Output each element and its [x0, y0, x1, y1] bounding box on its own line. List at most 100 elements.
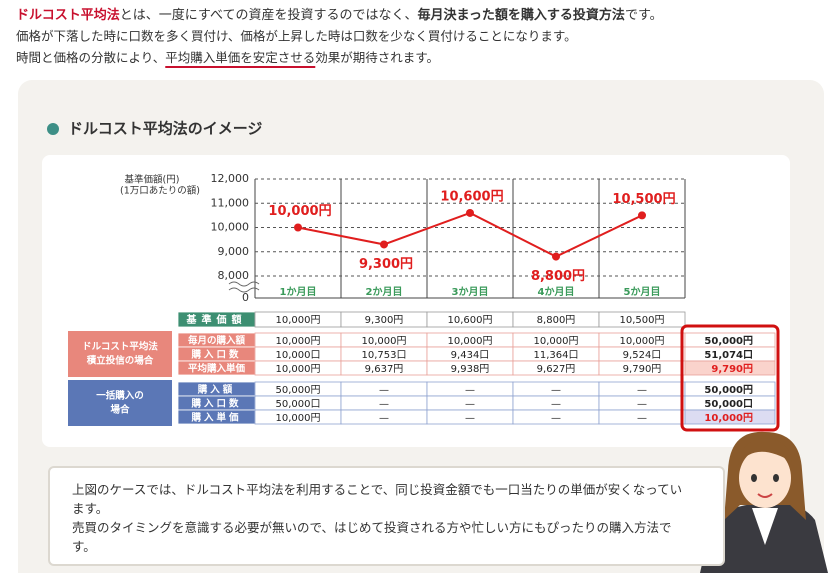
cell-text: —	[637, 385, 647, 396]
total-text: 9,790円	[711, 363, 753, 375]
x-tick-label: 5か月目	[624, 286, 661, 298]
cell-text: 9,300円	[365, 315, 404, 326]
point	[552, 252, 560, 261]
point	[638, 211, 646, 220]
cell	[684, 360, 776, 376]
y-tick-label: 12,000	[211, 172, 250, 185]
x-tick-label: 3か月目	[452, 286, 489, 298]
note-text: 上図のケースでは、ドルコスト平均法を利用することで、同じ投資金額でも一口当たりの…	[72, 482, 683, 516]
cell-text: —	[379, 413, 389, 424]
value-label: 8,800円	[531, 269, 585, 284]
group-label-box	[68, 331, 172, 377]
row-label: 毎月の購入額	[188, 335, 246, 347]
total-text: 50,000円	[704, 384, 753, 396]
total-text: 50,000口	[704, 399, 753, 410]
cell-text: 9,524口	[623, 350, 662, 361]
x-tick-label: 4か月目	[538, 286, 575, 298]
point	[294, 223, 302, 232]
group-label: 一括購入の	[96, 390, 144, 402]
axis-break	[228, 281, 260, 287]
point	[380, 240, 388, 249]
cell-text: 10,000円	[276, 336, 321, 347]
cell-text: 10,000円	[276, 413, 321, 424]
cell-text: —	[551, 413, 561, 424]
value-label: 10,500円	[612, 192, 675, 207]
value-label: 10,600円	[440, 189, 503, 204]
cell-text: 10,000円	[534, 336, 579, 347]
cell-text: 9,627円	[537, 364, 576, 375]
row-label: 購入額	[197, 384, 236, 396]
intro-line: 時間と価格の分散により、平均購入単価を安定させる効果が期待されます。	[16, 50, 439, 65]
cell-text: 9,434口	[451, 350, 490, 361]
cell-text: 9,790円	[623, 364, 662, 375]
text: 効果が期待されます。	[315, 50, 439, 65]
cell-text: —	[465, 413, 475, 424]
group-label: 積立投信の場合	[86, 355, 154, 367]
row-label: 購入単価	[190, 412, 241, 424]
emphasis: 毎月決まった額を購入する投資方法	[417, 7, 624, 23]
cell-text: 10,500円	[620, 315, 665, 326]
cell-text: —	[465, 399, 475, 410]
text: です。	[625, 8, 663, 23]
intro-line: ドルコスト平均法とは、一度にすべての資産を投資するのではなく、毎月決まった額を購…	[16, 7, 663, 23]
cell-text: —	[465, 385, 475, 396]
point	[466, 208, 474, 217]
section-title: ドルコスト平均法のイメージ	[68, 120, 262, 138]
cell-text: —	[551, 399, 561, 410]
group-label: 場合	[110, 404, 130, 416]
underlined: 平均購入単価を安定させる	[165, 50, 315, 65]
total-text: 10,000円	[704, 412, 753, 424]
row-label: 平均購入単価	[188, 363, 246, 375]
cell-text: 10,000円	[620, 336, 665, 347]
cell-text: 50,000口	[276, 399, 321, 410]
cell-text: —	[637, 399, 647, 410]
cell-text: 9,637円	[365, 364, 404, 375]
cell-text: —	[637, 413, 647, 424]
cell-text: 11,364口	[534, 350, 579, 361]
text: とは、一度にすべての資産を投資するのではなく、	[120, 7, 418, 23]
value-label: 9,300円	[359, 257, 413, 272]
intro-line: 価格が下落した時に口数を多く買付け、価格が上昇した時は口数を少なく買付けることに…	[16, 29, 577, 44]
cell-text: 50,000円	[276, 385, 321, 396]
x-tick-label: 1か月目	[280, 286, 317, 298]
bullet	[47, 123, 59, 135]
row-label: 購入口数	[190, 349, 241, 361]
cell	[684, 409, 776, 425]
cell-text: 10,000口	[276, 350, 321, 361]
value-label: 10,000円	[268, 204, 331, 219]
cell-text: 10,000円	[448, 336, 493, 347]
x-tick-label: 2か月目	[366, 286, 403, 298]
cell-text: —	[379, 399, 389, 410]
cell-text: 9,938円	[451, 364, 490, 375]
cell	[598, 311, 686, 328]
y-tick-label: 0	[242, 291, 249, 304]
total-text: 51,074口	[704, 350, 753, 361]
axis-break	[228, 287, 260, 293]
cell-text: 10,000円	[362, 336, 407, 347]
y-tick-label: 8,000	[218, 269, 250, 282]
cell-text: —	[379, 385, 389, 396]
term: ドルコスト平均法	[16, 7, 120, 23]
group-label-box	[68, 380, 172, 426]
text: 時間と価格の分散により、	[16, 50, 165, 65]
y-axis-label: 基準価額(円)	[125, 174, 180, 186]
group-label: ドルコスト平均法	[82, 341, 158, 353]
total-highlight	[680, 324, 780, 432]
total-text: 50,000円	[704, 335, 753, 347]
y-axis-label: (1万口あたりの額)	[120, 185, 200, 197]
note-text: 売買のタイミングを意識する必要が無いので、はじめて投資される方や忙しい方にもぴっ…	[72, 520, 672, 554]
cell-text: 10,000円	[276, 364, 321, 375]
cell-text: 10,600円	[448, 315, 493, 326]
row-label: 基準価額	[186, 313, 247, 326]
cell-text: 8,800円	[537, 315, 576, 326]
y-tick-label: 11,000	[211, 196, 250, 209]
y-tick-label: 9,000	[218, 245, 250, 258]
row-label: 購入口数	[190, 398, 241, 410]
cell-text: —	[551, 385, 561, 396]
cell-text: 10,753口	[362, 350, 407, 361]
cell-text: 10,000円	[276, 315, 321, 326]
y-tick-label: 10,000	[211, 221, 250, 234]
note-box: 上図のケースでは、ドルコスト平均法を利用することで、同じ投資金額でも一口当たりの…	[48, 466, 725, 566]
